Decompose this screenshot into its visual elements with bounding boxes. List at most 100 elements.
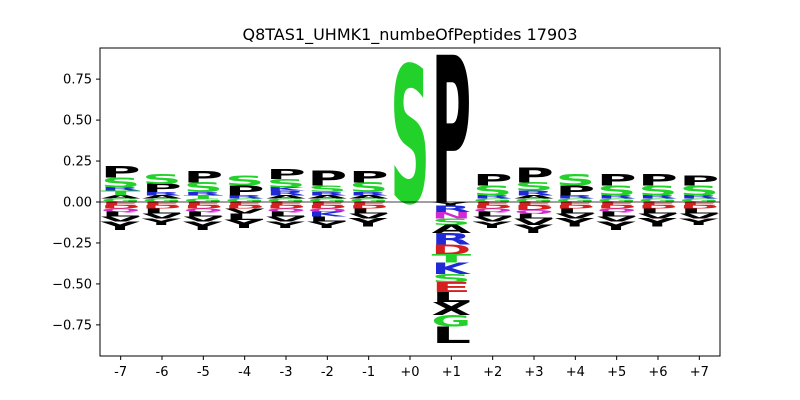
glyph--7-L-n3: L [101,211,141,219]
glyph-+2-E-n0: E [473,201,513,206]
glyph--5-Q-n2: Q [183,208,223,213]
glyph-+5-R-p1: R [597,195,637,200]
glyph-+7-E-n0: E [679,201,719,206]
x-tick-label: +0 [400,365,419,380]
x-tick-label: -6 [156,365,169,380]
glyph--6-P-p3: P [142,182,182,195]
glyph-+7-S-p2: S [679,183,719,198]
glyph--2-K-n3: K [307,211,348,219]
glyph--3-D-n1: D [266,204,306,209]
glyph-+7-Y-n4: Y [678,217,718,227]
glyph--5-D-n1: D [183,204,223,209]
glyph--7-S-p4: S [101,175,141,190]
glyph--7-D-n1: D [101,204,141,209]
glyph--3-P-p5: P [266,167,306,183]
glyph--3-G-p0: G [266,198,306,203]
glyph-+1-L-n11: L [431,289,471,305]
glyph-+4-Y-n4: Y [554,217,596,230]
glyph--3-S-p4: S [266,177,306,190]
x-tick-label: +2 [483,365,502,380]
glyph--6-A-p1: A [142,195,182,200]
glyph--3-R-p2: R [266,189,306,197]
glyph-+2-P-p3: P [473,171,513,189]
glyph--7-Q-n2: Q [101,208,141,213]
glyph--4-R-p1: R [225,195,265,200]
glyph-+1-D-n6: D [431,242,471,258]
glyph-+7-P-p3: P [679,173,719,189]
glyph-+3-G-p0: G [514,198,554,203]
y-tick-label: 0.25 [63,155,92,170]
glyph-+5-S-p2: S [597,183,637,198]
x-tick-label: -7 [114,365,127,380]
glyph--5-T-p1: T [183,195,223,200]
glyph-+2-L-n3: L [473,211,513,219]
glyph--5-V-n4: V [183,215,224,223]
y-tick-label: −0.75 [52,318,92,333]
glyph-+6-R-p1: R [638,195,678,200]
glyph-+3-A-p1: A [514,195,554,200]
glyph-+4-L-n2: L [555,207,595,215]
glyph-+6-V-n3: V [638,212,679,220]
glyph--4-S-p3: S [225,174,265,189]
glyph--3-A-p1: A [266,195,306,200]
glyph-+1-P-p0: P [431,15,471,250]
glyph-+2-G-p0: G [473,198,513,203]
glyph-+7-V-n3: V [679,212,720,220]
glyph-+6-L-n2: L [638,207,678,215]
x-tick-label: +1 [442,365,461,380]
glyph--6-E-n0: E [142,201,182,206]
glyph-+5-Q-n2: Q [597,208,637,213]
glyph--2-R-p2: R [307,191,347,196]
glyph-+1-L-n14: L [431,323,471,349]
glyph--2-Q-n2: Q [307,208,347,213]
glyph--1-S-p3: S [349,180,389,195]
glyph--1-G-p0: G [349,198,389,203]
y-tick-label: −0.50 [52,277,92,292]
glyph-+7-D-n1: D [679,204,719,209]
glyph--4-Y-n4: Y [223,218,265,231]
glyph--3-L-n3: L [266,211,306,219]
glyph--6-Y-n4: Y [141,217,181,227]
glyph--7-P-p5: P [101,163,141,181]
glyph--3-Q-n2: Q [266,208,306,213]
glyph-+6-E-n0: E [638,201,678,206]
glyph--3-V-n4: V [266,215,307,223]
x-tick-label: +4 [566,365,585,380]
glyph-+4-V-n3: V [555,212,596,220]
glyph-+1-S-n9: S [431,272,471,285]
glyph-+5-D-n1: D [597,204,637,209]
glyph--1-Y-n4: Y [347,217,389,230]
y-tick-label: 0.00 [63,196,92,211]
glyph-+1-T-n7: T [431,252,471,265]
x-tick-label: -3 [280,365,293,380]
glyph-+3-S-p3: S [514,180,554,193]
glyph-+3-Y-n5: Y [513,223,555,236]
glyph-+0-S-p0: S [390,27,430,247]
glyph--7-T-p2: T [101,189,142,197]
glyph--2-Y-n5: Y [306,220,346,230]
glyph--1-P-p4: P [349,168,389,186]
glyph-+6-Y-n4: Y [637,217,679,230]
x-tick-label: -5 [197,365,210,380]
glyph-+4-D-n1: D [555,204,595,209]
x-tick-label: +7 [690,365,709,380]
glyph-+5-E-n0: E [597,201,637,206]
x-tick-label: +5 [607,365,626,380]
glyph-+1-R-n5: R [431,230,471,248]
y-tick-label: 0.50 [63,114,92,129]
glyph--2-D-n1: D [307,204,347,209]
glyph--1-V-n3: V [349,212,390,220]
glyph--6-G-p0: G [142,198,182,203]
glyph-+5-G-p0: G [597,198,637,203]
glyph--2-G-p0: G [307,198,347,203]
glyph-+1-K-n8: K [431,259,471,278]
glyph--5-P-p4: P [183,168,223,186]
x-axis: -7 -6 -5 -4 -3 -2 -1 +0 +1 +2 +3 +4 +5 +6 +7 [114,356,709,380]
glyph-+3-E-n0: E [514,201,554,206]
glyph-+4-P-p2: P [555,183,595,199]
glyph-+7-R-p1: R [679,195,719,200]
glyph--6-D-n1: D [142,204,182,209]
glyph--6-S-p4: S [142,172,182,187]
glyph-+3-P-p4: P [514,164,554,188]
